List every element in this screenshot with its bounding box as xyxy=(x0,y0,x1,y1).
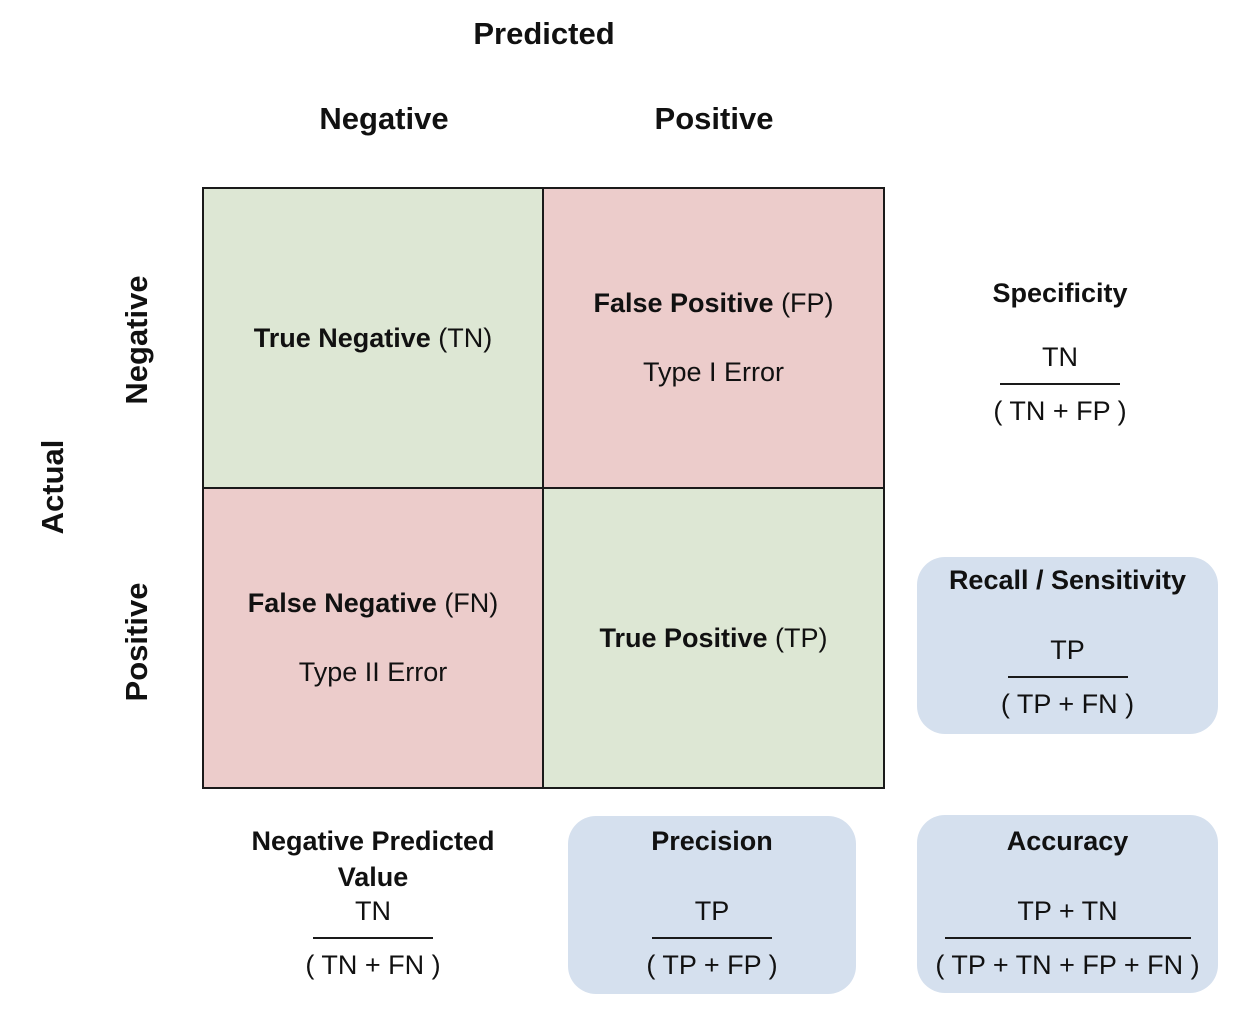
precision-denominator: ( TP + FP ) xyxy=(646,950,778,980)
fp-label: False Positive xyxy=(593,288,774,318)
recall-formula: TP ( TP + FN ) xyxy=(1001,634,1134,720)
npv-numerator: TN xyxy=(354,896,391,926)
actual-axis-title: Actual xyxy=(35,439,70,535)
predicted-negative-header: Negative xyxy=(319,101,449,136)
true-positive-cell: True Positive (TP) xyxy=(544,489,883,787)
type-two-error-label: Type II Error xyxy=(298,657,448,687)
recall-denominator: ( TP + FN ) xyxy=(1000,689,1135,719)
accuracy-formula: TP + TN ( TP + TN + FP + FN ) xyxy=(935,895,1199,981)
precision-formula: TP ( TP + FP ) xyxy=(646,895,777,981)
false-negative-cell: False Negative (FN) Type II Error xyxy=(204,489,544,787)
npv-formula: TN ( TN + FN ) xyxy=(305,895,440,981)
precision-numerator: TP xyxy=(694,896,730,926)
npv-denominator: ( TN + FN ) xyxy=(305,950,441,980)
fraction-bar xyxy=(312,937,433,939)
tn-label: True Negative xyxy=(253,322,431,353)
recall-sensitivity-metric: Recall / Sensitivity TP ( TP + FN ) xyxy=(917,557,1218,734)
predicted-positive-header: Positive xyxy=(654,101,774,136)
accuracy-metric: Accuracy TP + TN ( TP + TN + FP + FN ) xyxy=(917,815,1218,993)
fn-abbr: (FN) xyxy=(444,588,499,618)
fraction-bar xyxy=(1007,676,1128,678)
precision-title: Precision xyxy=(651,826,773,856)
tp-abbr: (TP) xyxy=(775,622,828,653)
accuracy-numerator: TP + TN xyxy=(1017,896,1118,926)
fraction-bar xyxy=(944,937,1191,939)
specificity-title: Specificity xyxy=(992,278,1128,308)
accuracy-title: Accuracy xyxy=(1006,826,1129,856)
true-negative-cell: True Negative (TN) xyxy=(204,189,544,489)
negative-predicted-value-metric: Negative Predicted Value TN ( TN + FN ) xyxy=(228,823,518,981)
tn-abbr: (TN) xyxy=(438,322,493,353)
actual-negative-header: Negative xyxy=(119,275,154,405)
specificity-formula: TN ( TN + FP ) xyxy=(993,341,1126,427)
type-one-error-label: Type I Error xyxy=(642,357,785,387)
fn-label: False Negative xyxy=(247,588,437,618)
recall-numerator: TP xyxy=(1050,635,1085,665)
specificity-denominator: ( TN + FP ) xyxy=(993,396,1127,426)
precision-metric: Precision TP ( TP + FP ) xyxy=(568,816,856,994)
actual-positive-header: Positive xyxy=(119,582,154,702)
specificity-metric: Specificity TN ( TN + FP ) xyxy=(930,275,1190,427)
fraction-bar xyxy=(651,937,772,939)
confusion-matrix: True Negative (TN) False Positive (FP) T… xyxy=(202,187,885,789)
specificity-numerator: TN xyxy=(1042,342,1078,372)
predicted-axis-title: Predicted xyxy=(473,16,615,51)
npv-title-line1: Negative Predicted xyxy=(251,826,495,856)
accuracy-denominator: ( TP + TN + FP + FN ) xyxy=(935,950,1200,980)
npv-title-line2: Value xyxy=(337,862,409,892)
fraction-bar xyxy=(1000,383,1120,385)
fp-abbr: (FP) xyxy=(781,288,834,318)
false-positive-cell: False Positive (FP) Type I Error xyxy=(544,189,883,489)
tp-label: True Positive xyxy=(599,622,768,653)
recall-title: Recall / Sensitivity xyxy=(948,565,1187,595)
